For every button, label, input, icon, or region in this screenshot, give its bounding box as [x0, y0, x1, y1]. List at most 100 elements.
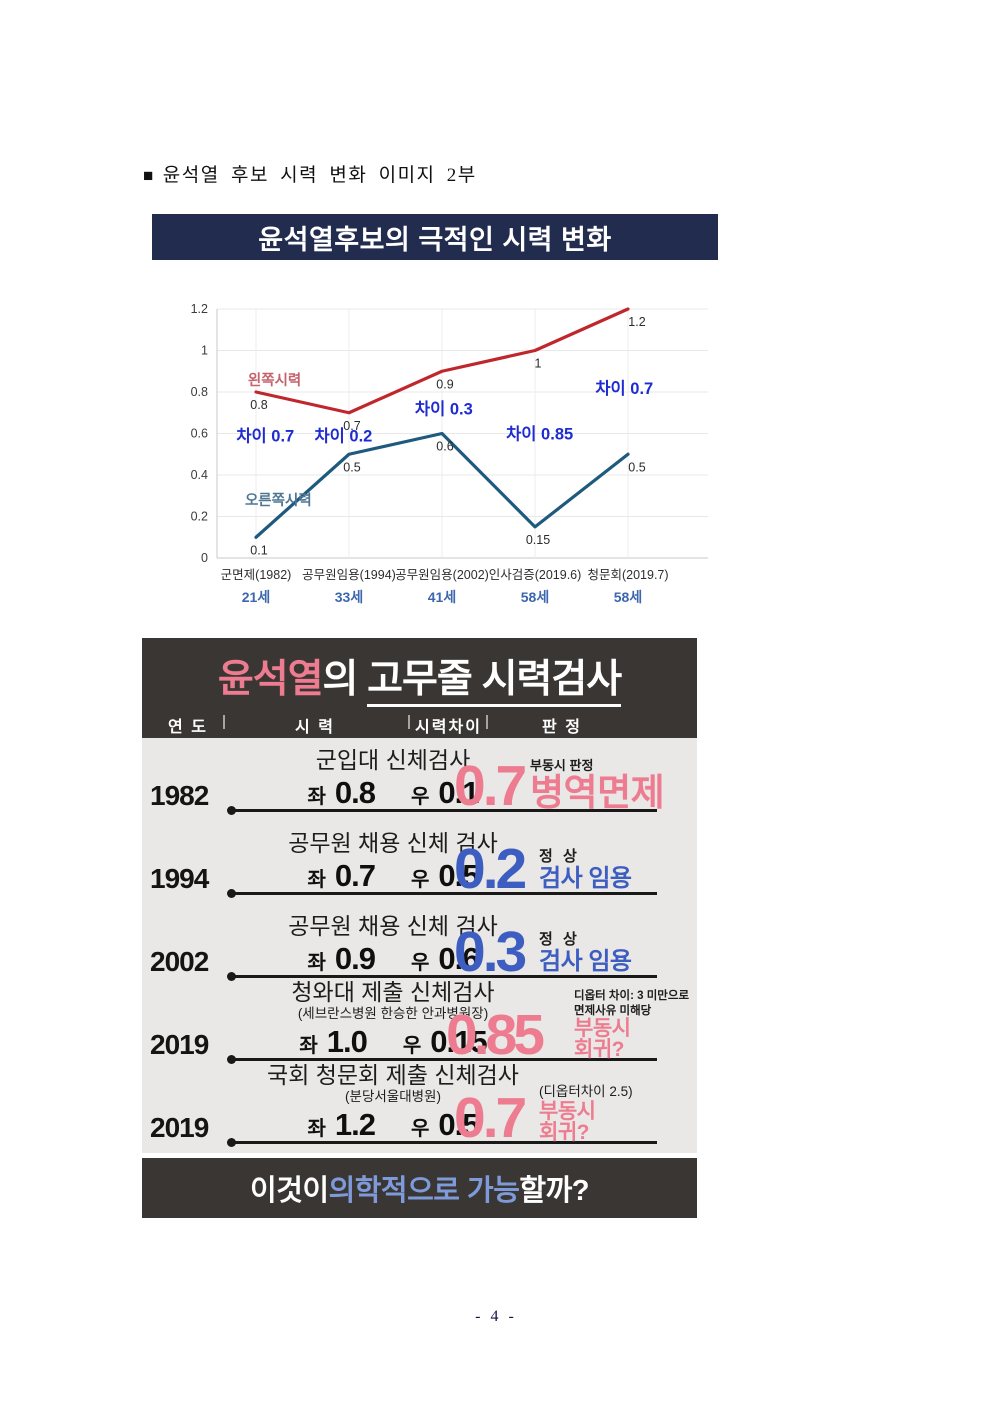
svg-text:0.8: 0.8: [250, 398, 267, 412]
row-year: 2019: [150, 1112, 209, 1143]
left-eye-label: 좌: [299, 1035, 318, 1057]
exam-name: 국회 청문회 제출 신체검사: [267, 1061, 519, 1088]
svg-text:청문회(2019.7): 청문회(2019.7): [587, 568, 668, 582]
row-underline: [227, 1138, 657, 1147]
row-exam-info: 국회 청문회 제출 신체검사 (분당서울대병원) 좌 1.2 우 0.5: [228, 1061, 558, 1142]
vision-diff-value: 0.7: [454, 1085, 527, 1150]
column-header-diff: 시력차이: [415, 719, 482, 736]
left-eye-label: 좌: [307, 869, 326, 891]
svg-text:차이 0.85: 차이 0.85: [506, 425, 573, 444]
chart-banner-title: 윤석열후보의 극적인 시력 변화: [258, 224, 612, 255]
svg-text:1: 1: [201, 344, 208, 358]
column-header-year: 연 도: [168, 719, 208, 736]
left-eye-label: 좌: [307, 952, 326, 974]
footer-text-highlight: 의학적으로 가능: [328, 1175, 520, 1207]
footer-text-post: 할까?: [519, 1175, 589, 1207]
left-eye-value: 0.8: [334, 775, 376, 810]
verdict-note: (디옵터차이 2.5): [539, 1084, 633, 1100]
verdict: 부동시 판정 병역면제: [530, 757, 665, 811]
row-exam-info: 공무원 채용 신체 검사 좌 0.7 우 0.5: [228, 829, 558, 891]
svg-text:41세: 41세: [428, 589, 456, 605]
column-header-verdict: 판 정: [542, 719, 582, 736]
svg-text:차이 0.3: 차이 0.3: [415, 400, 473, 419]
exam-name: 공무원 채용 신체 검사: [288, 829, 498, 856]
row-underline: [227, 1055, 657, 1064]
vision-diff-value: 0.3: [454, 919, 527, 984]
verdict: 디옵터 차이: 3 미만으로 면제사유 미해당 부동시 회귀?: [574, 989, 689, 1060]
exam-name: 청와대 제출 신체검사: [291, 978, 495, 1005]
infographic-title-highlight: 윤석열: [217, 658, 324, 701]
verdict-note: 정 상: [539, 931, 580, 949]
row-dot: [227, 972, 236, 981]
svg-text:58세: 58세: [521, 589, 549, 605]
svg-text:0.5: 0.5: [628, 460, 645, 474]
column-separator: [408, 715, 410, 729]
exam-row-2019-bluehouse: 2019 청와대 제출 신체검사 (세브란스병원 한승한 안과병원장) 좌 1.0…: [142, 979, 697, 1070]
vision-values: 좌 1.0 우 0.15: [299, 1026, 487, 1057]
svg-text:0.6: 0.6: [191, 427, 208, 441]
svg-text:1.2: 1.2: [628, 315, 645, 329]
svg-text:33세: 33세: [335, 589, 363, 605]
svg-text:0.6: 0.6: [436, 440, 453, 454]
column-separator: [486, 715, 488, 729]
verdict-note: 디옵터 차이: 3 미만으로 면제사유 미해당: [574, 990, 690, 1017]
section-heading: ■ 윤석열 후보 시력 변화 이미지 2부: [143, 160, 743, 187]
row-year: 1994: [150, 863, 209, 894]
page-number: - 4 -: [475, 1308, 517, 1325]
exam-name: 군입대 신체검사: [315, 746, 471, 773]
verdict: 정 상 검사 임용: [539, 848, 632, 891]
verdict-note: 정 상: [539, 848, 580, 866]
svg-text:0.5: 0.5: [343, 460, 360, 474]
svg-text:오른쪽시력: 오른쪽시력: [245, 491, 312, 509]
row-dot: [227, 889, 236, 898]
row-underline: [227, 806, 657, 815]
exam-name: 공무원 채용 신체 검사: [288, 912, 498, 939]
exam-row-1994: 1994 공무원 채용 신체 검사 좌 0.7 우 0.5 0.2 정 상 검사 임용: [142, 821, 697, 904]
exam-row-1982: 1982 군입대 신체검사 좌 0.8 우 0.1 0.7 부동시 판정 병역면제: [142, 738, 697, 821]
exam-subtitle: (분당서울대병원): [345, 1088, 441, 1104]
exam-subtitle: (세브란스병원 한승한 안과병원장): [297, 1005, 489, 1021]
svg-text:58세: 58세: [614, 589, 642, 605]
vision-diff-value: 0.7: [454, 753, 527, 818]
vision-diff-value: 0.85: [446, 1002, 545, 1067]
column-header-row: 연 도 시 력 시력차이 판 정: [142, 713, 697, 736]
infographic-footer: 이것이 의학적으로 가능 할까?: [142, 1158, 697, 1218]
right-eye-label: 우: [411, 1118, 430, 1140]
infographic-header: 윤석열의 고무줄 시력검사 연 도 시 력 시력차이 판 정: [142, 638, 697, 738]
vision-values: 좌 0.8 우 0.1: [307, 775, 479, 810]
svg-text:차이 0.7: 차이 0.7: [236, 427, 294, 446]
row-exam-info: 군입대 신체검사 좌 0.8 우 0.1: [228, 746, 558, 810]
exam-row-2002: 2002 공무원 채용 신체 검사 좌 0.9 우 0.6 0.3 정 상 검사 임용: [142, 904, 697, 987]
verdict-main: 부동시 회귀?: [539, 1100, 596, 1144]
infographic-title-mid: 의: [322, 658, 368, 701]
row-year: 2002: [150, 946, 209, 977]
right-eye-label: 우: [411, 869, 430, 891]
row-year: 2019: [150, 1029, 209, 1060]
verdict-main: 부동시 회귀?: [574, 1017, 631, 1061]
exam-row-2019-hearing: 2019 국회 청문회 제출 신체검사 (분당서울대병원) 좌 1.2 우 0.5 0…: [142, 1062, 697, 1153]
left-eye-label: 좌: [307, 1118, 326, 1140]
row-underline: [227, 972, 657, 981]
chart-title-banner: 윤석열후보의 극적인 시력 변화: [152, 214, 718, 260]
svg-text:0.15: 0.15: [526, 533, 550, 547]
section-heading-text: 윤석열 후보 시력 변화 이미지 2부: [162, 165, 477, 186]
footer-text-pre: 이것이: [250, 1175, 329, 1207]
vision-values: 좌 1.2 우 0.5: [307, 1107, 479, 1142]
svg-text:0.2: 0.2: [191, 510, 208, 524]
vision-diff-value: 0.2: [454, 836, 527, 901]
column-separator: [223, 715, 225, 729]
svg-text:0: 0: [201, 551, 208, 565]
row-dot: [227, 1055, 236, 1064]
right-eye-value: 0.6: [438, 941, 479, 976]
right-eye-value: 0.5: [438, 1107, 479, 1142]
verdict-note: 부동시 판정: [530, 757, 594, 773]
left-eye-label: 좌: [307, 786, 326, 808]
row-exam-info: 청와대 제출 신체검사 (세브란스병원 한승한 안과병원장) 좌 1.0 우 0.15: [228, 978, 558, 1057]
column-header-vision: 시 력: [295, 719, 335, 736]
left-eye-value: 0.9: [334, 941, 376, 976]
row-exam-info: 공무원 채용 신체 검사 좌 0.9 우 0.6: [228, 912, 558, 976]
right-eye-label: 우: [411, 786, 430, 808]
svg-text:인사검증(2019.6): 인사검증(2019.6): [489, 568, 582, 582]
row-dot: [227, 1138, 236, 1147]
